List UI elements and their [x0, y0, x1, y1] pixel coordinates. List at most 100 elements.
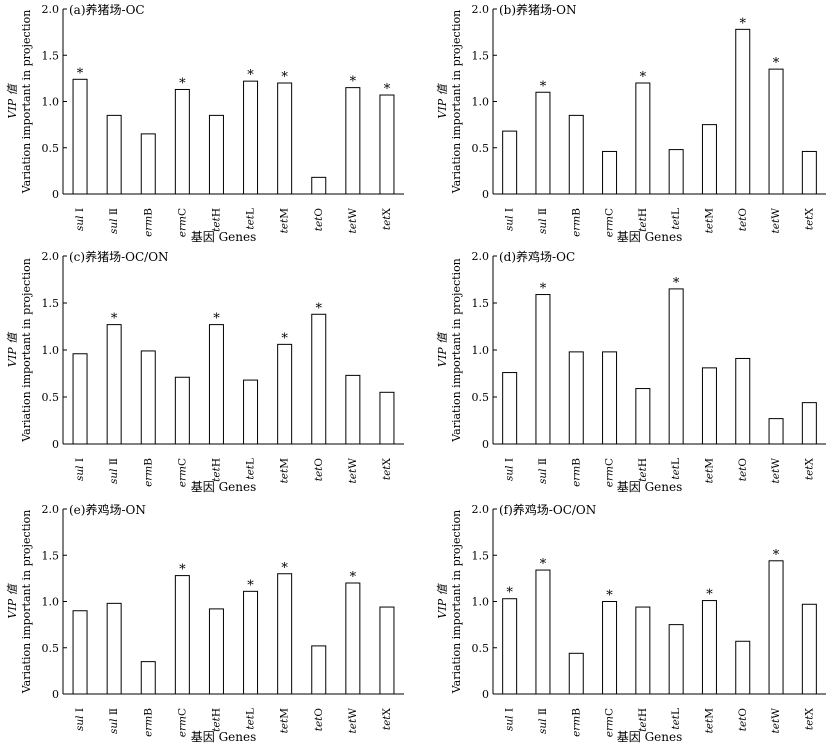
bar [379, 606, 395, 695]
category-label-prefix: tet [313, 216, 325, 231]
category-label: tetM [703, 458, 715, 484]
category-label-prefix: tet [737, 466, 749, 481]
y-tick-label: 1.5 [42, 49, 60, 62]
category-label: sul Ⅰ [504, 208, 516, 231]
significance-star: * [606, 589, 613, 604]
category-label-suffix: O [737, 208, 749, 217]
significance-star: * [773, 56, 780, 71]
y-axis-label-main: VIP 值 [6, 331, 19, 367]
category-label: sul Ⅱ [108, 208, 120, 234]
category-label-suffix: Ⅱ [108, 708, 120, 718]
category-label-prefix: tet [313, 466, 325, 481]
category-label-suffix: Ⅰ [504, 458, 516, 466]
category-label: sul Ⅱ [537, 708, 549, 734]
category-label-suffix: L [245, 708, 257, 715]
bar [311, 645, 327, 695]
significance-star: * [281, 561, 288, 576]
bar [735, 357, 751, 445]
category-label-prefix: tet [637, 216, 649, 231]
category-label-prefix: tet [210, 716, 222, 731]
bar [668, 624, 684, 695]
category-label-suffix: W [347, 708, 359, 719]
category-label-prefix: erm [142, 466, 154, 487]
category-label-suffix: O [313, 708, 325, 717]
category-label-prefix: erm [142, 216, 154, 237]
bar [208, 608, 224, 695]
category-label-prefix: tet [737, 716, 749, 731]
significance-star: * [350, 570, 357, 585]
category-label-prefix: tet [670, 714, 682, 729]
category-label-suffix: M [279, 208, 291, 219]
category-label: tetL [245, 208, 257, 230]
y-tick-label: 1.0 [472, 344, 490, 357]
bar [311, 313, 327, 445]
category-label-prefix: erm [604, 466, 616, 487]
category-label: ermC [176, 708, 188, 737]
category-label-prefix: tet [803, 715, 815, 730]
category-label-suffix: L [670, 708, 682, 715]
chart-panel-b: 0 0.5 1.0 1.5 2.0 (b)养猪场-ON VIP 值 Variation imp… [436, 2, 826, 244]
bar [140, 350, 156, 445]
category-label-suffix: B [142, 458, 154, 466]
significance-star: * [350, 75, 357, 90]
category-label: tetO [313, 208, 325, 232]
category-label: tetH [210, 458, 222, 482]
category-label: tetW [347, 458, 359, 484]
y-tick-label: 1.5 [42, 549, 60, 562]
category-label-prefix: tet [637, 466, 649, 481]
category-label: tetW [347, 708, 359, 734]
bar [635, 388, 651, 445]
category-label-suffix: L [245, 208, 257, 215]
y-tick-label: 0 [482, 188, 489, 201]
bar [801, 402, 817, 445]
category-label-suffix: B [570, 208, 582, 216]
category-label-prefix: tet [245, 214, 257, 229]
category-label: tetM [703, 208, 715, 234]
category-label: tetX [381, 457, 393, 480]
bar [243, 80, 259, 195]
category-label-suffix: B [570, 708, 582, 716]
bar [345, 582, 361, 695]
bar [602, 150, 618, 195]
category-label-suffix: B [142, 708, 154, 716]
bar [174, 88, 190, 195]
category-label-prefix: erm [176, 216, 188, 237]
category-label-prefix: erm [142, 716, 154, 737]
bar [140, 661, 156, 695]
category-label: tetL [670, 458, 682, 480]
category-label-suffix: C [176, 208, 188, 216]
significance-star: * [640, 70, 647, 85]
significance-star: * [706, 588, 713, 603]
category-label-suffix: M [703, 458, 715, 469]
x-axis-label: 基因 Genes [191, 480, 257, 494]
bar [106, 114, 122, 195]
category-label-prefix: tet [381, 715, 393, 730]
category-label: tetM [703, 708, 715, 734]
y-tick-label: 2.0 [42, 503, 60, 516]
category-label-suffix: Ⅱ [108, 208, 120, 218]
category-label: ermC [604, 708, 616, 737]
category-label-prefix: tet [737, 216, 749, 231]
category-label-prefix: erm [176, 466, 188, 487]
significance-star: * [281, 331, 288, 346]
category-label-suffix: W [770, 208, 782, 219]
category-label-suffix: X [803, 707, 815, 715]
category-label: tetW [770, 458, 782, 484]
category-label-prefix: tet [245, 464, 257, 479]
category-label: tetL [670, 208, 682, 230]
category-label: tetM [279, 208, 291, 234]
category-label: tetW [770, 708, 782, 734]
category-label-suffix: W [347, 458, 359, 469]
category-label-prefix: erm [570, 216, 582, 237]
category-label-suffix: M [279, 458, 291, 469]
significance-star: * [316, 301, 323, 316]
bar [768, 418, 784, 445]
bar [502, 130, 518, 195]
category-label: sul Ⅱ [108, 708, 120, 734]
y-tick-label: 2.0 [472, 3, 490, 16]
category-label-prefix: tet [637, 716, 649, 731]
category-label-prefix: tet [347, 718, 359, 733]
bar [379, 391, 395, 445]
category-label: tetO [313, 708, 325, 732]
bar [701, 600, 717, 695]
